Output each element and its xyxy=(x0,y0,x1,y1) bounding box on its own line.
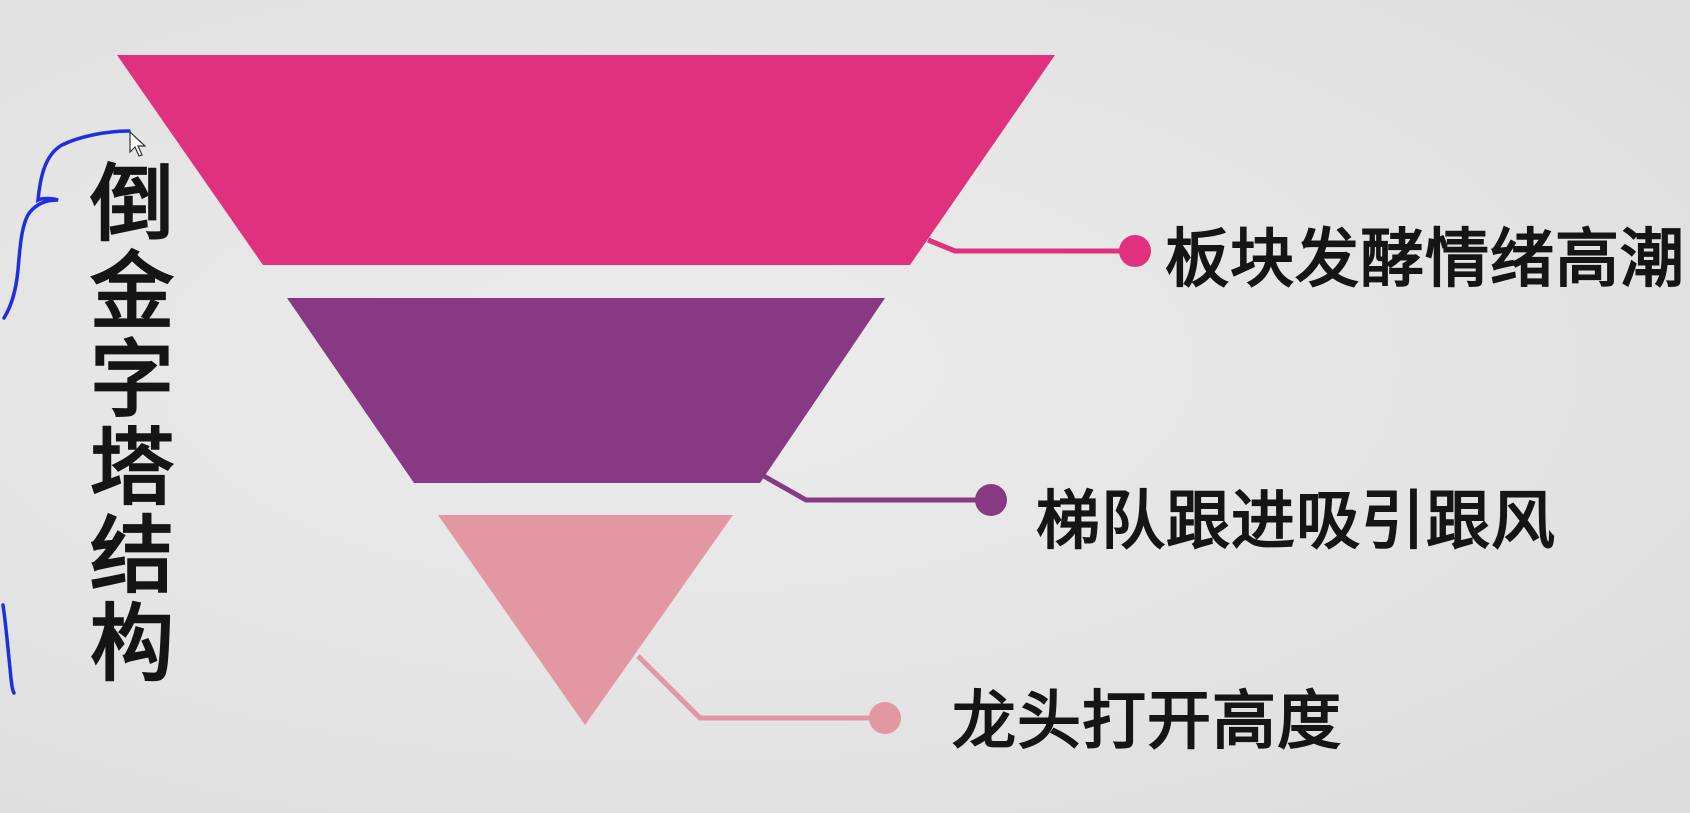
vertical-title-char: 结 xyxy=(89,507,174,605)
connector-dot-3 xyxy=(869,702,901,734)
pyramid-level-3 xyxy=(438,515,733,725)
level-1-label: 板块发酵情绪高潮 xyxy=(1165,223,1685,297)
connector-dot-1 xyxy=(1119,235,1151,267)
level-3-label: 龙头打开高度 xyxy=(952,685,1342,759)
vertical-title-char: 字 xyxy=(89,331,174,429)
handwritten-bracket-annotation xyxy=(2,129,131,320)
connector-line-1 xyxy=(927,237,1133,254)
pyramid-level-2 xyxy=(287,298,885,483)
pyramid-level-1 xyxy=(117,55,1055,265)
vertical-title-characters: 倒金字塔结构 xyxy=(90,160,174,688)
vertical-title-char: 金 xyxy=(89,243,174,341)
vertical-title-char: 倒 xyxy=(89,155,174,253)
vertical-title-char: 塔 xyxy=(89,419,174,517)
handwritten-bracket-tail xyxy=(1,603,16,695)
connector-dot-2 xyxy=(975,484,1007,516)
connector-line-3 xyxy=(636,654,880,721)
vertical-title-char: 构 xyxy=(89,595,174,693)
connector-line-2 xyxy=(760,472,985,503)
level-2-label: 梯队跟进吸引跟风 xyxy=(1036,485,1556,559)
mouse-cursor-icon xyxy=(129,130,147,157)
